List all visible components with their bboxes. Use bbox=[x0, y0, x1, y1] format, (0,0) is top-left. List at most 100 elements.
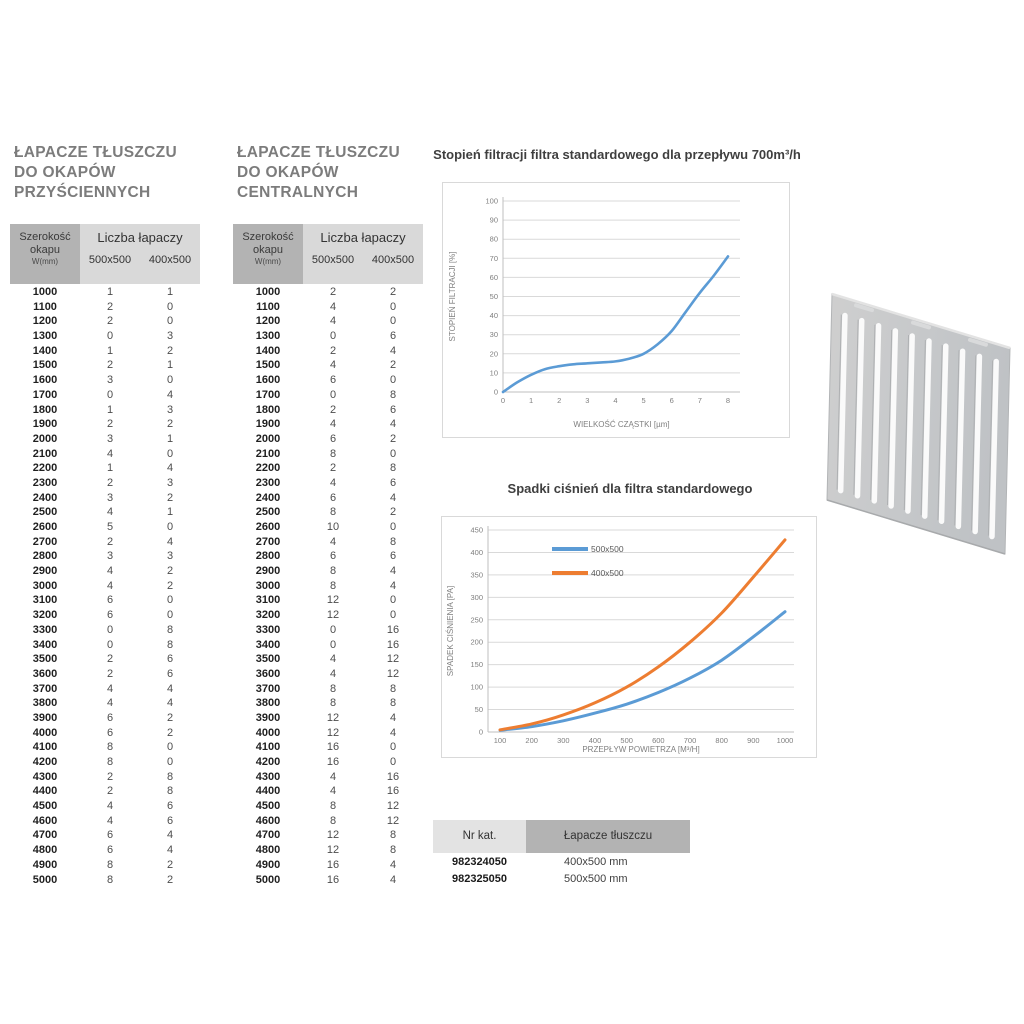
hood-width-value: 4700 bbox=[32, 829, 58, 842]
count-500x500-value: 8 bbox=[329, 579, 337, 592]
filter-size: 500x500 mm bbox=[564, 873, 628, 885]
table-header: Szerokość okapu W(mm) Liczba łapaczy 500… bbox=[233, 224, 423, 284]
hood-width-value: 2500 bbox=[255, 506, 281, 519]
hood-width-value: 5000 bbox=[255, 873, 281, 886]
count-500x500-value: 6 bbox=[106, 726, 114, 739]
hood-width-value: 3800 bbox=[255, 697, 281, 710]
count-500x500-value: 4 bbox=[106, 447, 114, 460]
svg-text:400: 400 bbox=[470, 548, 483, 557]
count-500x500-value: 0 bbox=[329, 623, 337, 636]
hood-width-value: 1600 bbox=[255, 374, 281, 387]
count-500x500-value: 12 bbox=[326, 594, 340, 607]
table-row: 1600 6 0 bbox=[233, 373, 423, 388]
count-500x500-value: 4 bbox=[329, 315, 337, 328]
hood-width-value: 4300 bbox=[32, 770, 58, 783]
svg-text:350: 350 bbox=[470, 570, 483, 579]
count-400x500-value: 2 bbox=[389, 506, 397, 519]
hood-width-value: 2100 bbox=[32, 447, 58, 460]
count-500x500-value: 3 bbox=[106, 550, 114, 563]
count-400x500-value: 6 bbox=[166, 814, 174, 827]
table-row: 2600 10 0 bbox=[233, 520, 423, 535]
count-500x500-value: 12 bbox=[326, 609, 340, 622]
count-400x500-value: 2 bbox=[166, 579, 174, 592]
table-row: 1000 1 1 bbox=[10, 285, 200, 300]
count-500x500-value: 4 bbox=[329, 667, 337, 680]
table-row: 4200 8 0 bbox=[10, 755, 200, 770]
hood-width-value: 1300 bbox=[32, 330, 58, 343]
table-row: 2000 3 1 bbox=[10, 432, 200, 447]
count-400x500-value: 6 bbox=[389, 476, 397, 489]
count-400x500-value: 2 bbox=[389, 286, 397, 298]
count-500x500-value: 0 bbox=[106, 330, 114, 343]
svg-text:30: 30 bbox=[490, 330, 498, 339]
table-row: 2100 4 0 bbox=[10, 447, 200, 462]
table-row: 2900 8 4 bbox=[233, 564, 423, 579]
count-400x500-value: 0 bbox=[166, 315, 174, 328]
table-row: 4600 4 6 bbox=[10, 814, 200, 829]
table-header: Szerokość okapu W(mm) Liczba łapaczy 500… bbox=[10, 224, 200, 284]
count-500x500-value: 8 bbox=[106, 858, 114, 871]
count-400x500-value: 4 bbox=[389, 344, 397, 357]
hood-width-value: 2300 bbox=[32, 476, 58, 489]
hood-width-value: 2600 bbox=[32, 521, 58, 533]
catalog-number: 982324050 bbox=[451, 856, 508, 868]
count-400x500-value: 4 bbox=[166, 535, 174, 548]
count-500x500-value: 2 bbox=[329, 286, 337, 298]
table-row: 1300 0 6 bbox=[233, 329, 423, 344]
hood-width-value: 2100 bbox=[255, 447, 281, 460]
count-500x500-value: 1 bbox=[106, 403, 114, 416]
hood-width-value: 4500 bbox=[32, 800, 58, 813]
table-row: 4500 4 6 bbox=[10, 799, 200, 814]
table-row: 2500 4 1 bbox=[10, 505, 200, 520]
hood-width-value: 2400 bbox=[32, 491, 58, 504]
hood-width-value: 2500 bbox=[32, 506, 58, 519]
hood-width-value: 2000 bbox=[255, 432, 281, 445]
count-500x500-value: 8 bbox=[329, 814, 337, 827]
table-row: 1500 2 1 bbox=[10, 358, 200, 373]
table-row: 3200 6 0 bbox=[10, 608, 200, 623]
hood-width-value: 1700 bbox=[32, 388, 58, 401]
table-row: 2400 6 4 bbox=[233, 491, 423, 506]
table-row: 4200 16 0 bbox=[233, 755, 423, 770]
count-500x500-value: 12 bbox=[326, 844, 340, 857]
hood-width-value: 3600 bbox=[32, 667, 58, 680]
table-row: 2900 4 2 bbox=[10, 564, 200, 579]
count-400x500-value: 0 bbox=[389, 374, 397, 387]
count-400x500-value: 2 bbox=[166, 565, 174, 578]
table-row: 3600 4 12 bbox=[233, 667, 423, 682]
count-400x500-value: 1 bbox=[166, 432, 174, 445]
count-400x500-value: 0 bbox=[389, 741, 397, 754]
table-row: 4800 6 4 bbox=[10, 843, 200, 858]
hood-width-value: 2700 bbox=[32, 535, 58, 548]
x-axis-label: WIELKOŚĆ CZĄSTKI [µm] bbox=[573, 420, 669, 429]
table-row: 5000 8 2 bbox=[10, 873, 200, 888]
count-400x500-value: 8 bbox=[389, 535, 397, 548]
count-500x500-value: 0 bbox=[106, 623, 114, 636]
count-500x500-value: 4 bbox=[329, 770, 337, 783]
count-400x500-value: 4 bbox=[389, 873, 397, 886]
count-500x500-value: 2 bbox=[106, 770, 114, 783]
svg-text:0: 0 bbox=[494, 388, 498, 397]
hood-width-value: 3600 bbox=[255, 667, 281, 680]
table-row: 1400 2 4 bbox=[233, 344, 423, 359]
table-row: 4000 12 4 bbox=[233, 726, 423, 741]
count-400x500-value: 1 bbox=[166, 506, 174, 519]
svg-text:250: 250 bbox=[470, 615, 483, 624]
width-header-label: Szerokość okapu bbox=[242, 231, 294, 256]
hood-width-value: 2800 bbox=[255, 550, 281, 563]
table-row: 3800 8 8 bbox=[233, 696, 423, 711]
svg-text:50: 50 bbox=[475, 705, 483, 714]
count-column-header: Liczba łapaczy 500x500 400x500 bbox=[80, 224, 200, 284]
count-400x500-value: 4 bbox=[389, 579, 397, 592]
count-400x500-value: 12 bbox=[386, 800, 400, 813]
count-500x500-value: 0 bbox=[329, 388, 337, 401]
grease-filter-header: Łapacze tłuszczu bbox=[526, 820, 690, 853]
table-row: 4900 16 4 bbox=[233, 858, 423, 873]
svg-text:600: 600 bbox=[652, 736, 665, 745]
count-500x500-value: 0 bbox=[329, 330, 337, 343]
count-400x500-value: 0 bbox=[166, 447, 174, 460]
count-400x500-value: 8 bbox=[166, 785, 174, 798]
count-400x500-value: 0 bbox=[389, 594, 397, 607]
wall-hoods-section-title: ŁAPACZE TŁUSZCZU DO OKAPÓW PRZYŚCIENNYCH bbox=[14, 144, 177, 201]
hood-width-value: 4400 bbox=[32, 785, 58, 798]
